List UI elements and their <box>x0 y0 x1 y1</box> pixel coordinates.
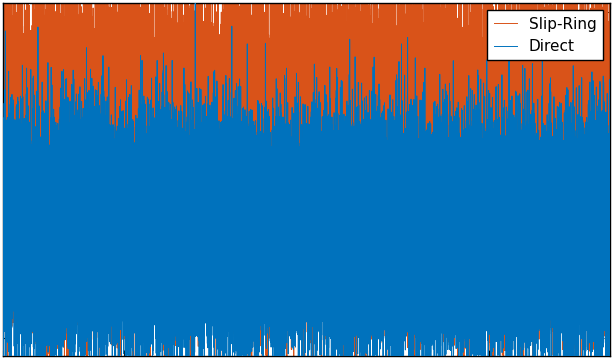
Slip-Ring <box>450 6 457 11</box>
Direct <box>40 251 48 255</box>
Direct <box>0 204 7 208</box>
Direct <box>329 220 336 224</box>
Direct <box>365 276 372 280</box>
Slip-Ring <box>232 107 239 111</box>
Line: Slip-Ring: Slip-Ring <box>3 0 610 359</box>
Direct <box>145 303 153 307</box>
Slip-Ring <box>365 187 372 191</box>
Direct <box>232 226 239 230</box>
Direct <box>450 215 457 219</box>
Line: Direct: Direct <box>3 0 610 359</box>
Slip-Ring <box>0 148 7 152</box>
Slip-Ring <box>145 65 153 69</box>
Slip-Ring <box>40 140 48 144</box>
Legend: Slip-Ring, Direct: Slip-Ring, Direct <box>487 10 603 60</box>
Slip-Ring <box>606 146 613 151</box>
Direct <box>606 150 613 155</box>
Slip-Ring <box>329 155 336 160</box>
